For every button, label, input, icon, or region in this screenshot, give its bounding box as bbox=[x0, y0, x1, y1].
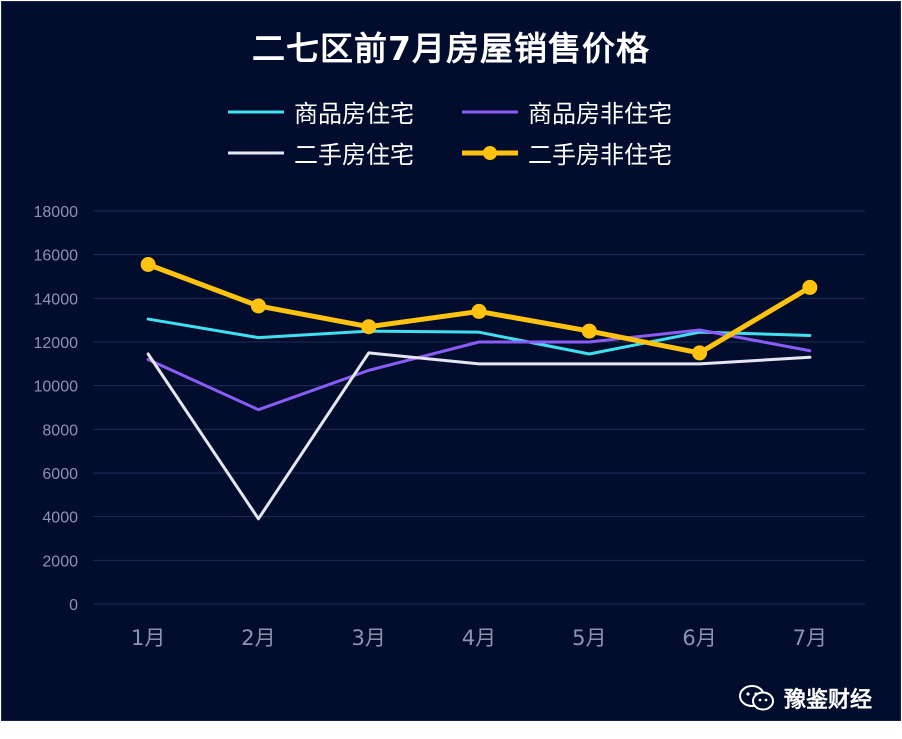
x-tick-label: 2月 bbox=[241, 626, 275, 650]
watermark-text: 豫鉴财经 bbox=[784, 688, 873, 713]
data-point-series-4 bbox=[692, 345, 708, 361]
series-line-1 bbox=[146, 317, 812, 356]
wechat-icon bbox=[739, 685, 774, 711]
legend-swatch-series-3 bbox=[228, 151, 284, 154]
y-tick-label: 12000 bbox=[34, 335, 79, 352]
legend-item-series-4: 二手房非住宅 bbox=[462, 135, 672, 170]
x-tick-label: 3月 bbox=[352, 626, 386, 650]
y-tick-label: 16000 bbox=[34, 248, 79, 265]
data-point-series-4 bbox=[581, 323, 597, 339]
y-tick-label: 6000 bbox=[42, 466, 78, 483]
legend-label-series-1: 商品房住宅 bbox=[294, 100, 414, 128]
watermark: 豫鉴财经 bbox=[738, 682, 872, 714]
legend-label-series-3: 二手房住宅 bbox=[294, 141, 414, 169]
legend-label-series-4: 二手房非住宅 bbox=[528, 141, 672, 169]
y-tick-label: 18000 bbox=[34, 204, 79, 221]
data-point-series-4 bbox=[471, 303, 487, 319]
data-point-series-4 bbox=[802, 279, 818, 295]
legend-item-series-2: 商品房非住宅 bbox=[462, 94, 672, 129]
y-tick-label: 2000 bbox=[42, 553, 78, 570]
y-tick-label: 14000 bbox=[34, 291, 79, 308]
x-tick-label: 5月 bbox=[572, 626, 606, 650]
y-tick-label: 0 bbox=[69, 597, 78, 614]
x-tick-label: 1月 bbox=[131, 626, 165, 650]
data-point-series-4 bbox=[140, 256, 156, 272]
legend-label-series-2: 商品房非住宅 bbox=[528, 100, 672, 128]
y-tick-label: 8000 bbox=[42, 422, 78, 439]
x-tick-label: 4月 bbox=[462, 626, 496, 650]
legend-swatch-series-1 bbox=[228, 110, 284, 113]
data-point-series-4 bbox=[250, 298, 266, 314]
series-line-2 bbox=[146, 328, 812, 412]
x-tick-label: 6月 bbox=[682, 626, 716, 650]
y-tick-label: 10000 bbox=[34, 379, 79, 396]
legend-item-series-3: 二手房住宅 bbox=[228, 135, 414, 170]
legend-swatch-series-2 bbox=[462, 110, 518, 113]
series-line-3 bbox=[146, 351, 812, 521]
x-tick-label: 7月 bbox=[793, 626, 827, 650]
chart-title: 二七区前7月房屋销售价格 bbox=[252, 29, 650, 68]
y-tick-label: 4000 bbox=[42, 510, 78, 527]
legend-item-series-1: 商品房住宅 bbox=[228, 94, 414, 129]
data-point-series-4 bbox=[361, 319, 377, 335]
legend-swatch-series-4 bbox=[462, 145, 518, 160]
